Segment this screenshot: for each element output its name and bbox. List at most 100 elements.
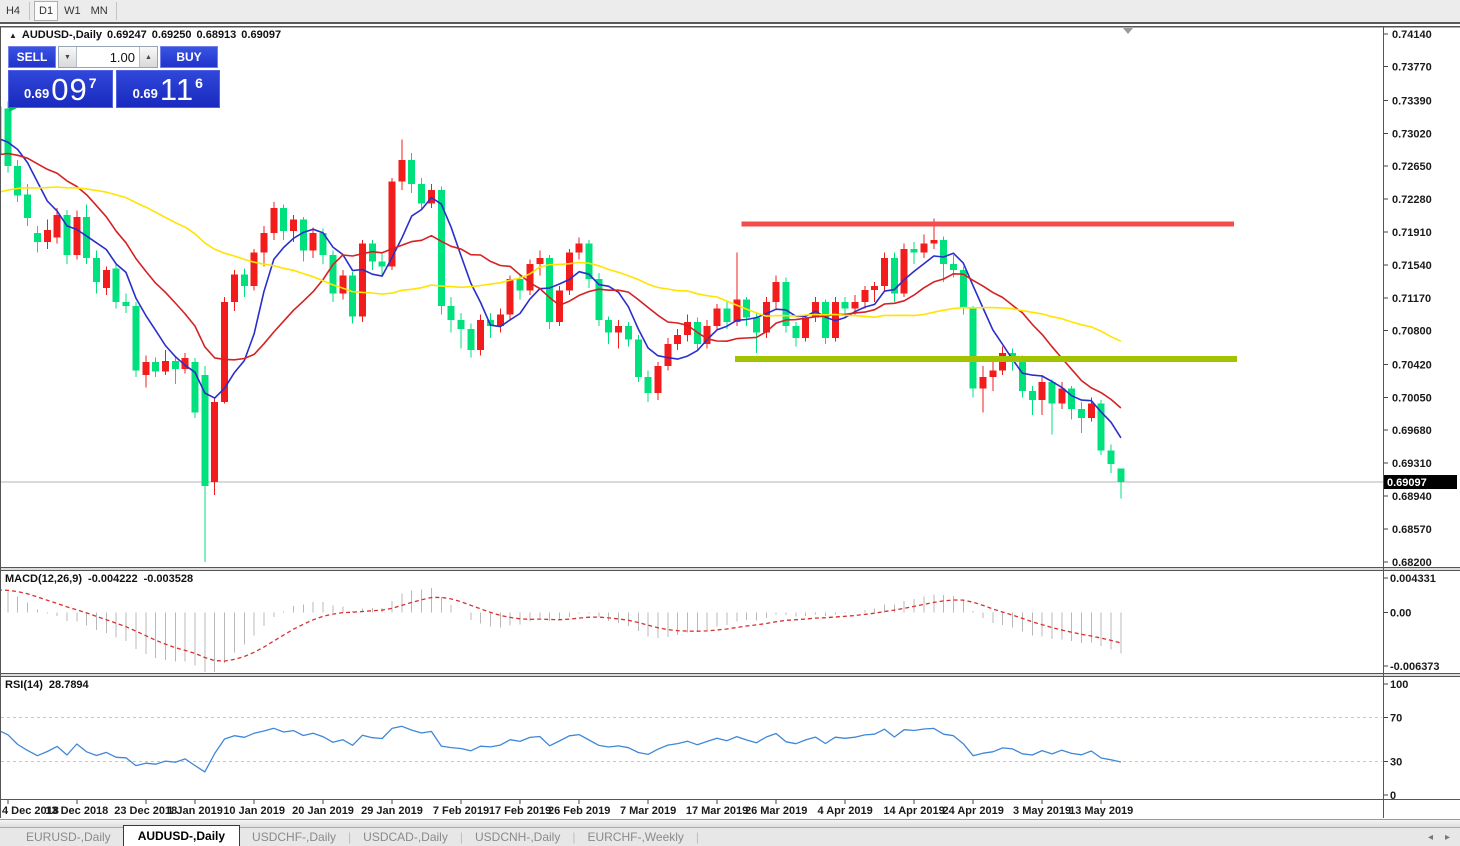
tab-separator: | [348, 830, 352, 844]
volume-decrease-icon[interactable]: ▼ [59, 47, 77, 67]
price-axis-label: 0.71540 [1392, 260, 1432, 272]
buy-price-box[interactable]: 0.69 11 6 [115, 70, 220, 108]
buy-price-prefix: 0.69 [132, 86, 158, 101]
macd-axis: 0.004331 0.00 -0.006373 [1383, 573, 1440, 673]
chart-title: ▲ AUDUSD-,Daily 0.69247 0.69250 0.68913 … [9, 29, 281, 41]
macd-main-value: -0.004222 [88, 573, 138, 585]
panel-borders [0, 25, 1460, 818]
price-axis-label: 0.73770 [1392, 62, 1432, 74]
buy-button[interactable]: BUY [160, 46, 218, 68]
date-axis-label: 29 Jan 2019 [361, 805, 423, 817]
sell-price-big: 09 [51, 72, 88, 107]
volume-input[interactable] [77, 47, 139, 67]
price-axis-label: 0.70420 [1392, 359, 1432, 371]
macd-axis-label: -0.006373 [1390, 661, 1440, 673]
tab-usdcad-daily[interactable]: USDCAD-,Daily [363, 830, 448, 844]
price-axis-label: 0.68570 [1392, 524, 1432, 536]
chart-tab-bar: EURUSD-,Daily AUDUSD-,Daily USDCHF-,Daily |… [0, 824, 1460, 846]
price-axis-label: 0.71170 [1392, 293, 1431, 305]
date-axis-label: 23 Dec 2018 [114, 805, 177, 817]
date-axis-label: 17 Feb 2019 [489, 805, 551, 817]
symbol-period-label: AUDUSD-,Daily [21, 29, 102, 41]
tab-scroll-left-icon[interactable]: ◂ [1427, 831, 1433, 843]
buy-price-pip: 6 [195, 75, 203, 91]
date-axis-label: 13 Dec 2018 [45, 805, 108, 817]
candles-layer [1, 101, 1125, 562]
price-axis-label: 0.72650 [1392, 161, 1432, 173]
buy-price-big: 11 [159, 72, 195, 107]
price-axis-label: 0.70050 [1392, 392, 1432, 404]
timeframe-button-d1[interactable]: D1 [34, 1, 59, 21]
macd-name: MACD(12,26,9) [5, 573, 83, 585]
sell-price-pip: 7 [88, 75, 97, 91]
date-axis-label: 20 Jan 2019 [292, 805, 354, 817]
one-click-trade-panel: SELL ▼ ▲ BUY 0.69 09 7 0.69 11 6 [8, 46, 220, 108]
timeframe-button-h4[interactable]: H4 [5, 5, 21, 17]
timeframe-button-w1[interactable]: W1 [64, 5, 81, 17]
macd-indicator-label: MACD(12,26,9) -0.004222 -0.003528 [5, 573, 193, 585]
date-axis-label: 7 Mar 2019 [620, 805, 676, 817]
date-axis-label: 10 Jan 2019 [223, 805, 285, 817]
ma6-line [1, 138, 1122, 439]
price-axis-label: 0.74140 [1392, 29, 1432, 41]
price-axis-label: 0.70800 [1392, 326, 1432, 338]
date-axis-label: 14 Apr 2019 [883, 805, 944, 817]
tab-usdchf-daily[interactable]: USDCHF-,Daily [252, 830, 337, 844]
sell-button[interactable]: SELL [8, 46, 56, 68]
rsi-name: RSI(14) [5, 679, 43, 691]
chart-shift-marker-icon[interactable] [1123, 28, 1133, 34]
price-axis-label: 0.69310 [1392, 458, 1432, 470]
volume-increase-icon[interactable]: ▲ [139, 47, 157, 67]
tab-audusd-daily[interactable]: AUDUSD-,Daily [122, 824, 241, 846]
bid-price-tag [1384, 475, 1457, 490]
date-axis-label: 4 Apr 2019 [817, 805, 872, 817]
ohlc-high: 0.69250 [151, 29, 192, 41]
tab-usdcnh-daily[interactable]: USDCNH-,Daily [474, 830, 561, 844]
rsi-axis-label: 0 [1390, 790, 1396, 802]
rsi-value: 28.7894 [48, 679, 89, 691]
date-axis-label: 26 Mar 2019 [745, 805, 807, 817]
macd-layer [1, 588, 1122, 672]
rsi-axis: 100 70 30 0 [1383, 679, 1408, 802]
ohlc-close: 0.69097 [241, 29, 282, 41]
collapse-panel-icon[interactable]: ▲ [9, 30, 17, 40]
toolbar-separator [115, 2, 117, 20]
macd-signal-value: -0.003528 [143, 573, 194, 585]
price-axis-label: 0.68940 [1392, 491, 1432, 503]
tab-separator: | [572, 830, 576, 844]
window-splitter[interactable] [0, 819, 1460, 827]
price-axis-label: 0.72280 [1392, 194, 1432, 206]
date-axis-label: 4 Dec 2018 [2, 805, 59, 817]
rsi-indicator-label: RSI(14) 28.7894 [5, 679, 89, 691]
rsi-layer [1, 716, 1382, 773]
timeframe-button-mn[interactable]: MN [90, 5, 108, 17]
date-axis-label: 13 May 2019 [1069, 805, 1133, 817]
date-axis-label: 26 Feb 2019 [548, 805, 610, 817]
rsi-axis-label: 70 [1390, 712, 1402, 724]
bid-price-tag-text: 0.69097 [1387, 477, 1427, 489]
date-axis-label: 3 May 2019 [1013, 805, 1071, 817]
macd-axis-label: 0.004331 [1390, 573, 1436, 585]
sell-price-prefix: 0.69 [23, 86, 50, 101]
sell-price-box[interactable]: 0.69 09 7 [8, 70, 113, 108]
price-axis-label: 0.69680 [1392, 425, 1432, 437]
tab-separator: | [459, 830, 463, 844]
date-axis-label: 24 Apr 2019 [942, 805, 1003, 817]
price-axis-label: 0.71910 [1392, 227, 1432, 239]
toolbar-separator [29, 2, 30, 20]
date-axis-label: 7 Feb 2019 [433, 805, 489, 817]
macd-axis-label: 0.00 [1390, 607, 1411, 619]
tab-scroll-right-icon[interactable]: ▸ [1444, 831, 1450, 843]
price-axis-label: 0.73020 [1392, 128, 1432, 140]
date-axis-label: 17 Mar 2019 [686, 805, 748, 817]
tab-eurchf-weekly[interactable]: EURCHF-,Weekly [587, 830, 684, 844]
date-axis-label: 1 Jan 2019 [167, 805, 223, 817]
tab-separator: | [695, 830, 700, 844]
volume-stepper: ▼ ▲ [58, 46, 158, 68]
price-axis-label: 0.68200 [1392, 557, 1432, 569]
price-axis-label: 0.73390 [1392, 95, 1432, 107]
ohlc-open: 0.69247 [107, 29, 147, 41]
tab-eurusd-daily[interactable]: EURUSD-,Daily [26, 830, 111, 844]
